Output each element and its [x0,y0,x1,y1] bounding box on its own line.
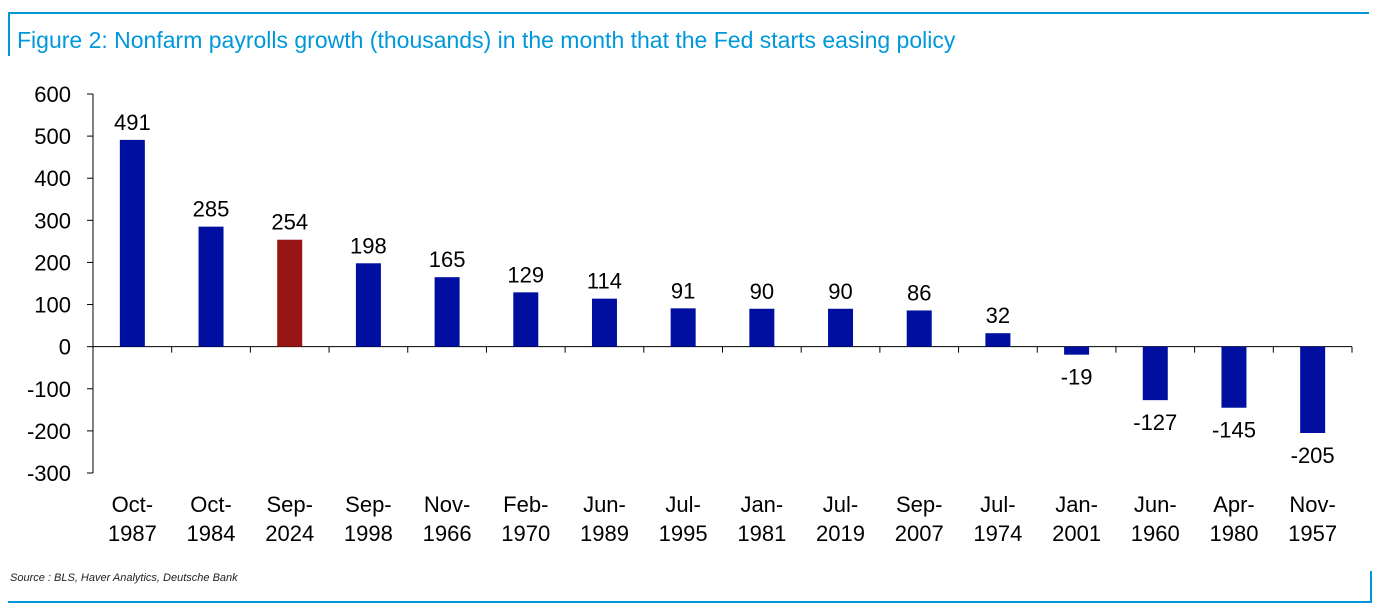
data-label: 254 [271,210,308,235]
x-tick-label-month: Jan- [1055,492,1098,517]
x-tick-label-year: 2019 [816,521,865,546]
data-label: 129 [507,262,544,287]
bar [434,277,460,347]
data-label: 91 [671,278,695,303]
x-tick-label-year: 1987 [108,521,157,546]
data-label: 491 [114,110,151,135]
x-tick-label-month: Sep- [345,492,391,517]
data-label: 90 [750,279,774,304]
y-tick-label: 200 [34,250,71,275]
x-tick-label-month: Oct- [190,492,232,517]
bar [1221,346,1247,408]
data-label: 198 [350,233,387,258]
x-tick-label-year: 2007 [895,521,944,546]
x-tick-label-year: 1974 [973,521,1022,546]
bar [749,308,775,347]
data-label: 165 [429,247,466,272]
frame-top-rule [8,12,1369,14]
x-tick-label-month: Sep- [266,492,312,517]
bar [1064,346,1090,355]
y-axis: -300 -200 -100 0 100 200 300 400 500 600 [27,82,94,486]
data-labels: 491 285 254 198 165 129 114 91 90 90 86 32 -19 -127 -1… [114,110,1335,468]
bar [198,226,224,347]
x-tick-label-year: 1980 [1209,521,1258,546]
x-tick-label-month: Nov- [424,492,470,517]
x-tick-label-year: 1981 [737,521,786,546]
x-tick-label-year: 1998 [344,521,393,546]
x-tick-label-month: Sep- [896,492,942,517]
bar [591,298,617,347]
x-tick-label-month: Apr- [1213,492,1255,517]
y-tick-label: -100 [27,377,71,402]
x-tick-label-year: 1970 [501,521,550,546]
x-tick-label-year: 1966 [423,521,472,546]
y-tick-label: -300 [27,461,71,486]
chart-title: Figure 2: Nonfarm payrolls growth (thous… [17,27,956,53]
x-tick-label-year: 2024 [265,521,314,546]
bar [119,139,145,347]
x-tick-label-year: 1995 [659,521,708,546]
data-label: -127 [1133,410,1177,435]
frame-right-rule [1370,571,1372,603]
x-tick-label-month: Oct- [112,492,154,517]
data-label: 114 [587,269,622,294]
x-axis: Oct- 1987 Oct- 1984 Sep- 2024 Sep- 1998 Nov- 1966… [92,346,1353,546]
y-tick-label: 300 [34,208,71,233]
data-label: 285 [193,197,230,222]
bar [1142,346,1168,401]
frame-left-rule [8,12,10,56]
bar [277,239,303,347]
x-tick-label-month: Jul- [980,492,1015,517]
x-tick-label-month: Nov- [1289,492,1335,517]
frame-bottom-rule [8,601,1371,603]
data-label: -145 [1212,418,1256,443]
y-tick-label: 600 [34,82,71,107]
x-tick-label-month: Jun- [583,492,626,517]
x-tick-label-month: Jun- [1134,492,1177,517]
chart-source: Source : BLS, Haver Analytics, Deutsche … [10,572,238,584]
data-label: -205 [1291,443,1335,468]
x-tick-label-year: 1960 [1131,521,1180,546]
bar [985,333,1011,347]
y-tick-label: 400 [34,166,71,191]
y-tick-label: -200 [27,419,71,444]
data-label: 32 [986,303,1010,328]
bar [828,308,854,347]
x-tick-label-month: Feb- [503,492,548,517]
x-tick-label-month: Jul- [665,492,700,517]
x-tick-label-month: Jan- [740,492,783,517]
y-tick-label: 500 [34,124,71,149]
bar [355,263,381,347]
x-tick-label-year: 1984 [187,521,236,546]
y-tick-label: 0 [59,335,71,360]
x-tick-label-year: 2001 [1052,521,1101,546]
x-tick-label-year: 1989 [580,521,629,546]
data-label: -19 [1061,365,1093,390]
bar [1300,346,1326,433]
x-tick-label-year: 1957 [1288,521,1337,546]
y-tick-label: 100 [34,293,71,318]
data-label: 90 [828,279,852,304]
data-label: 86 [907,280,931,305]
bar [513,292,539,347]
bar [906,310,932,347]
bar-series [119,139,1326,433]
x-tick-label-month: Jul- [823,492,858,517]
bar [670,308,696,347]
